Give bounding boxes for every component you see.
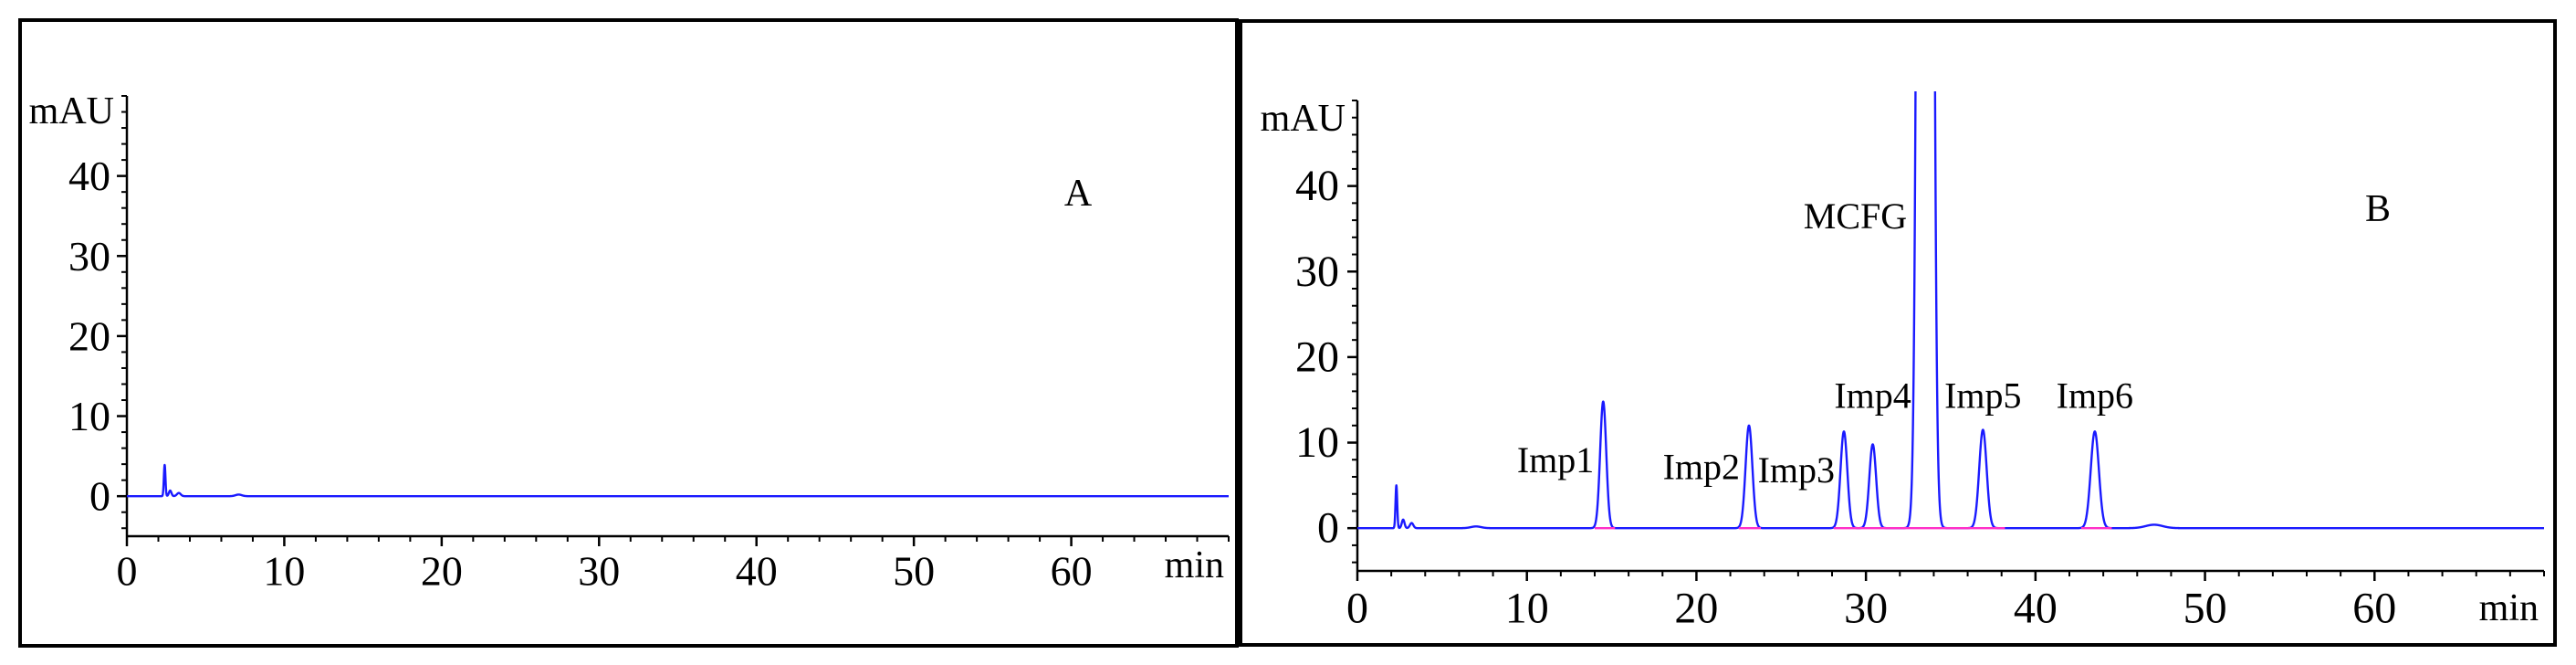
- panel-label-a: A: [1064, 173, 1093, 215]
- y-tick-label: 30: [1295, 248, 1339, 296]
- x-tick-label: 20: [1674, 585, 1718, 633]
- peak-label: Imp2: [1663, 446, 1740, 487]
- y-axis-label: mAU: [29, 90, 114, 132]
- y-axis-label: mAU: [1261, 98, 1346, 140]
- panel-label-b: B: [2365, 188, 2391, 230]
- y-tick-label: 40: [1295, 162, 1339, 210]
- panel-b-frame: [1239, 19, 2557, 647]
- x-axis-label: min: [2479, 587, 2539, 629]
- y-tick-label: 20: [68, 312, 110, 359]
- x-tick-label: 30: [578, 548, 620, 595]
- chromatogram-trace: [127, 463, 1229, 498]
- peak-label: Imp5: [1944, 375, 2021, 417]
- x-tick-label: 60: [1051, 548, 1093, 595]
- x-tick-label: 0: [117, 548, 138, 595]
- y-tick-label: 10: [68, 393, 110, 439]
- x-tick-label: 20: [421, 548, 463, 595]
- x-tick-label: 30: [1844, 585, 1888, 633]
- peak-label: Imp1: [1517, 439, 1594, 480]
- x-tick-label: 50: [2183, 585, 2227, 633]
- x-tick-label: 0: [1346, 585, 1368, 633]
- y-tick-label: 40: [68, 153, 110, 199]
- x-axis-label: min: [1165, 544, 1224, 586]
- x-tick-label: 10: [1505, 585, 1549, 633]
- y-tick-label: 0: [89, 473, 110, 520]
- peak-label: MCFG: [1804, 195, 1907, 237]
- y-tick-label: 20: [1295, 332, 1339, 381]
- x-tick-label: 40: [2014, 585, 2058, 633]
- y-tick-label: 0: [1317, 504, 1339, 553]
- y-tick-label: 10: [1295, 418, 1339, 467]
- x-tick-label: 40: [736, 548, 778, 595]
- x-tick-label: 50: [893, 548, 935, 595]
- panel-a-frame: [18, 18, 1239, 648]
- peak-label: Imp3: [1758, 449, 1835, 491]
- x-tick-label: 60: [2352, 585, 2396, 633]
- trace-clip-group: [127, 463, 1229, 498]
- chart-panel-a: A mAU min 0 10 20 30 40 0 10 20 30 40 50 60: [29, 90, 1230, 595]
- y-tick-label: 30: [68, 233, 110, 280]
- peak-label: Imp4: [1834, 375, 1911, 417]
- chart-panel-b: B mAU min 0 10 20 30 40 0 10 20 30 40 50 60 Imp1 Imp2…: [1261, 91, 2545, 633]
- peak-label: Imp6: [2057, 375, 2133, 417]
- x-tick-label: 10: [263, 548, 305, 595]
